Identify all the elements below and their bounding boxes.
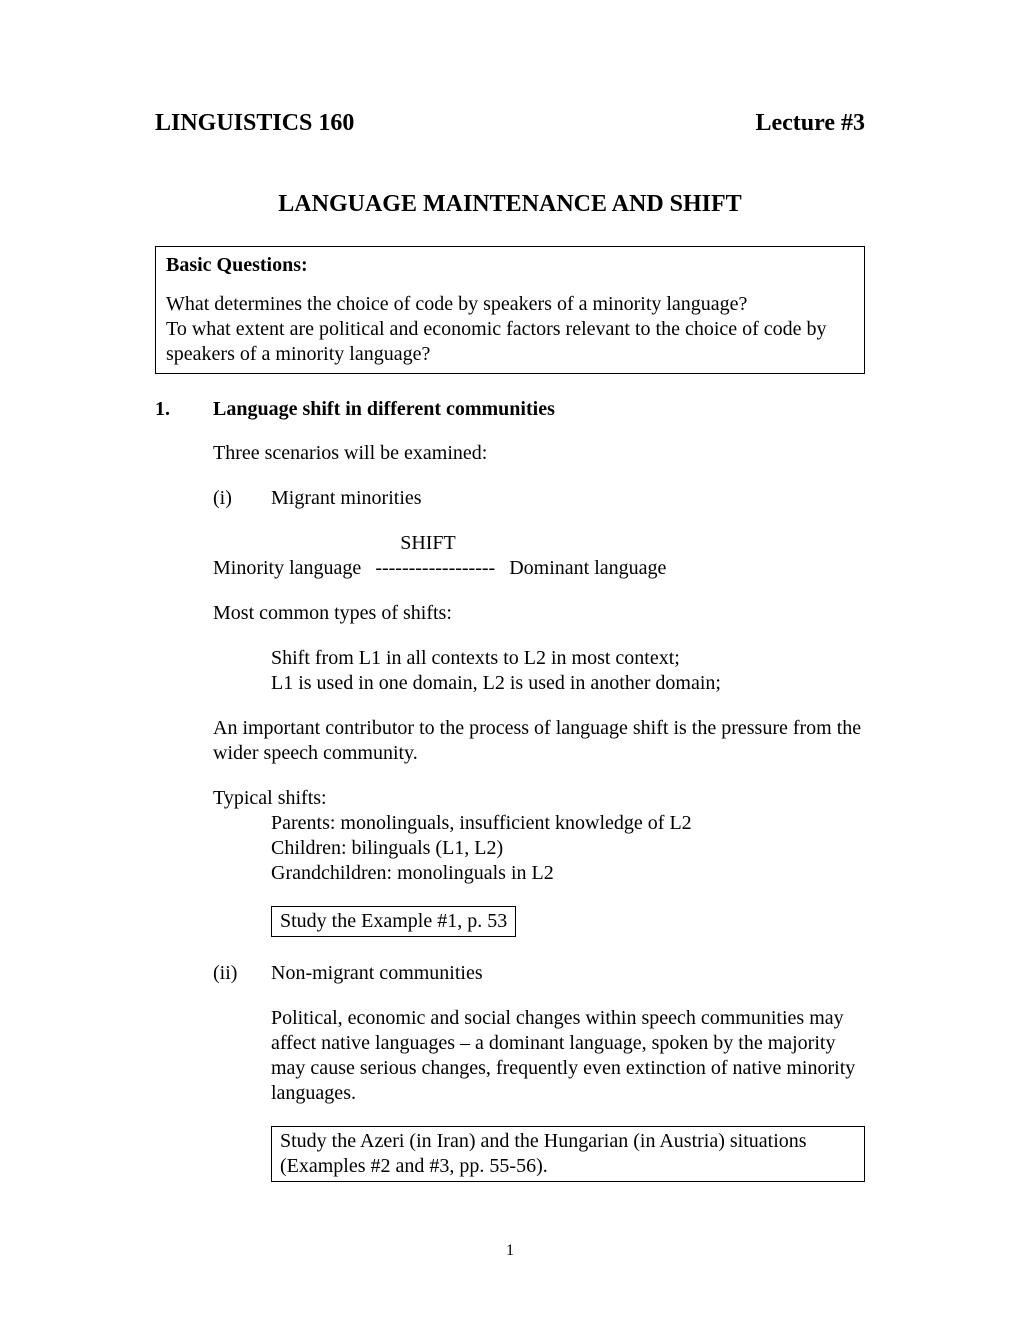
document-title: LANGUAGE MAINTENANCE AND SHIFT — [155, 191, 865, 218]
typical-shift-children: Children: bilinguals (L1, L2) — [271, 836, 865, 861]
section-title: Language shift in different communities — [213, 398, 555, 421]
section-1-heading: 1. Language shift in different communiti… — [155, 398, 865, 421]
lecture-number: Lecture #3 — [755, 110, 865, 137]
shift-dashes: ------------------ — [375, 556, 495, 581]
course-code: LINGUISTICS 160 — [155, 110, 354, 137]
study-box-1: Study the Example #1, p. 53 — [271, 906, 516, 937]
typical-shift-parents: Parents: monolinguals, insufficient know… — [271, 811, 865, 836]
item-i-label: Migrant minorities — [271, 486, 422, 511]
shift-diagram: SHIFT Minority language ----------------… — [213, 531, 865, 581]
shift-left-label: Minority language — [213, 556, 361, 581]
item-i-row: (i) Migrant minorities — [213, 486, 865, 511]
section-1-body: Three scenarios will be examined: (i) Mi… — [213, 441, 865, 1182]
page-header: LINGUISTICS 160 Lecture #3 — [155, 110, 865, 137]
common-shifts-heading: Most common types of shifts: — [213, 601, 865, 626]
item-i-marker: (i) — [213, 486, 271, 511]
item-ii-description: Political, economic and social changes w… — [271, 1006, 865, 1106]
item-ii-marker: (ii) — [213, 961, 271, 986]
study-box-2: Study the Azeri (in Iran) and the Hungar… — [271, 1126, 865, 1182]
item-ii-row: (ii) Non-migrant communities — [213, 961, 865, 986]
typical-shifts-heading: Typical shifts: — [213, 786, 865, 811]
basic-question-2: To what extent are political and economi… — [166, 317, 854, 367]
basic-questions-box: Basic Questions: What determines the cho… — [155, 246, 865, 374]
typical-shift-grandchildren: Grandchildren: monolinguals in L2 — [271, 861, 865, 886]
common-shift-2: L1 is used in one domain, L2 is used in … — [271, 671, 865, 696]
basic-questions-heading: Basic Questions: — [166, 253, 854, 278]
section-number: 1. — [155, 398, 213, 421]
section-intro: Three scenarios will be examined: — [213, 441, 865, 466]
document-page: LINGUISTICS 160 Lecture #3 LANGUAGE MAIN… — [0, 0, 1020, 1320]
common-shift-1: Shift from L1 in all contexts to L2 in m… — [271, 646, 865, 671]
typical-shifts-block: Typical shifts: Parents: monolinguals, i… — [213, 786, 865, 886]
shift-line: Minority language ------------------ Dom… — [213, 556, 865, 581]
contributor-text: An important contributor to the process … — [213, 716, 865, 766]
shift-right-label: Dominant language — [509, 556, 666, 581]
item-ii-label: Non-migrant communities — [271, 961, 483, 986]
basic-question-1: What determines the choice of code by sp… — [166, 292, 854, 317]
common-shifts-list: Shift from L1 in all contexts to L2 in m… — [271, 646, 865, 696]
shift-word: SHIFT — [213, 531, 643, 556]
page-number: 1 — [0, 1242, 1020, 1260]
